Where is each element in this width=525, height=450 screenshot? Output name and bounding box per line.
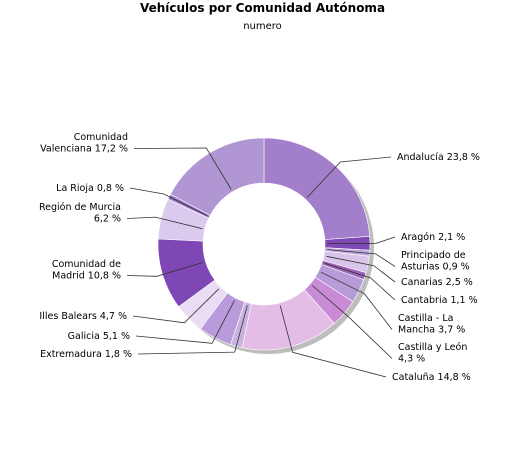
- slice-label-line: Aragón 2,1 %: [401, 232, 465, 243]
- slice-label-line: Castilla - La: [398, 313, 453, 324]
- slice-label-line: Madrid 10,8 %: [52, 271, 121, 282]
- slice-label: Aragón 2,1 %: [401, 232, 465, 243]
- label-leader-line: [327, 236, 396, 244]
- donut-slices: [157, 137, 371, 351]
- slice-label: Extremadura 1,8 %: [40, 349, 132, 360]
- label-leader-line: [307, 156, 392, 198]
- label-leader-line: [311, 285, 393, 359]
- slice-label-line: Cantabria 1,1 %: [401, 295, 478, 306]
- slice-label: Cantabria 1,1 %: [401, 295, 478, 306]
- slice-label: Canarias 2,5 %: [401, 277, 473, 288]
- slice-label-line: Comunidad: [74, 132, 128, 143]
- slice-label: Comunidad Valenciana 17,2 %: [40, 132, 128, 155]
- label-leader-line: [126, 262, 204, 277]
- slice-label-line: Extremadura 1,8 %: [40, 349, 132, 360]
- slice-label-line: Galicia 5,1 %: [68, 331, 130, 342]
- slice-label-line: Comunidad de: [52, 259, 121, 270]
- slice-label: Illes Balears 4,7 %: [39, 311, 127, 322]
- slice-label: Castilla - La Mancha 3,7 %: [398, 313, 465, 336]
- label-leader-line: [326, 255, 396, 283]
- slice-label-line: Cataluña 14,8 %: [392, 372, 471, 383]
- label-leader-line: [129, 187, 208, 216]
- slice-label-line: La Rioja 0,8 %: [56, 183, 124, 194]
- slice-label: Galicia 5,1 %: [68, 331, 130, 342]
- slice-label-line: Illes Balears 4,7 %: [39, 311, 127, 322]
- slice-label-line: Mancha 3,7 %: [398, 325, 465, 336]
- slice-label-line: Asturias 0,9 %: [401, 262, 470, 273]
- slice-label-line: 6,2 %: [94, 214, 121, 225]
- label-leader-line: [327, 249, 396, 267]
- label-leader-line: [135, 300, 235, 344]
- label-leader-line: [132, 288, 220, 324]
- label-leader-line: [324, 262, 396, 301]
- slice-label-line: Principado de: [401, 250, 466, 261]
- slice-label-line: Región de Murcia: [39, 202, 121, 213]
- chart-subtitle: numero: [243, 21, 282, 32]
- label-leader-line: [279, 305, 387, 378]
- slice-label-line: Castilla y León: [398, 342, 467, 353]
- slice-label: Castilla y León 4,3 %: [398, 342, 467, 365]
- slice-label-line: 4,3 %: [398, 354, 425, 365]
- label-leader-line: [133, 147, 232, 190]
- slice-label: Comunidad de Madrid 10,8 %: [52, 259, 121, 282]
- slice-label-line: Valenciana 17,2 %: [40, 144, 128, 155]
- slice-label: Cataluña 14,8 %: [392, 372, 471, 383]
- slice-label-line: Andalucía 23,8 %: [397, 152, 480, 163]
- label-leader-line: [320, 271, 393, 330]
- chart-title: Vehículos por Comunidad Autónoma: [140, 1, 385, 15]
- slice-labels: Andalucía 23,8 % Aragón 2,1 % Principado d…: [39, 132, 480, 383]
- slice-label: Andalucía 23,8 %: [397, 152, 480, 163]
- label-leader-line: [126, 216, 203, 230]
- label-leader-line: [137, 305, 248, 355]
- slice-label: Principado de Asturias 0,9 %: [401, 250, 470, 273]
- slice-label-line: Canarias 2,5 %: [401, 277, 473, 288]
- donut-hole: [203, 183, 325, 305]
- slice-label: La Rioja 0,8 %: [56, 183, 124, 194]
- label-leaders: [126, 147, 396, 378]
- slice-label: Región de Murcia 6,2 %: [39, 202, 121, 225]
